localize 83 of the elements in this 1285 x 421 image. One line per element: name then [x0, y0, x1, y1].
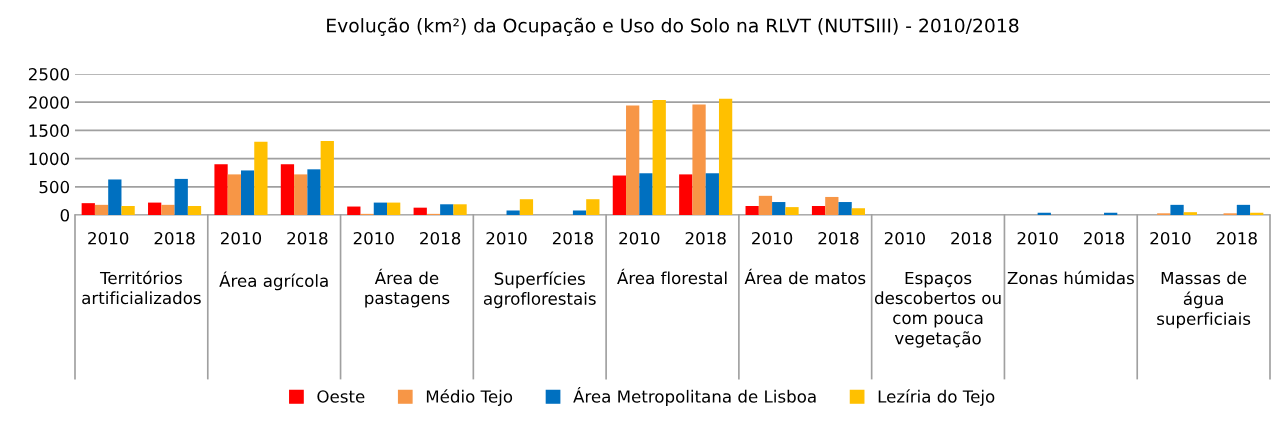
legend-label: Médio Tejo [426, 389, 513, 406]
text: Área agrícola [219, 271, 328, 291]
bar [227, 174, 241, 215]
bar [785, 207, 799, 215]
bar [718, 98, 733, 215]
x-tick-label: 2018 [1216, 231, 1257, 245]
bar [692, 104, 706, 215]
text: Territórios artificializados [82, 270, 201, 305]
text: Massas de água superficiais [1157, 271, 1251, 329]
x-tick-label: 2018 [818, 231, 859, 245]
text: Área de matos [744, 268, 866, 285]
bar [81, 203, 95, 215]
text: Superfícies agroflorestais [483, 271, 596, 309]
bar [1170, 204, 1184, 215]
x-tick-label: 2010 [1150, 231, 1191, 245]
text: Área de pastagens [365, 268, 450, 308]
bar [387, 202, 401, 215]
y-tick-label: 1500 [29, 124, 70, 137]
x-tick-label: 2010 [884, 231, 925, 245]
x-tick-label: 2010 [353, 231, 394, 245]
y-tick-label: 500 [39, 180, 70, 194]
y-tick-label: 0 [60, 208, 70, 222]
legend-label: Lezíria do Tejo [878, 389, 995, 406]
chart-title: Evolução (km²) da Ocupação e Uso do Solo na RLVT (NUTSIII) - 2010/2018 [327, 17, 1019, 37]
bar [811, 205, 826, 215]
x-tick-label: 2010 [619, 231, 660, 245]
x-tick-label: 2018 [287, 231, 328, 245]
x-tick-label: 2018 [1084, 231, 1125, 245]
bar [413, 207, 427, 215]
bar [586, 199, 600, 215]
bar [758, 195, 773, 215]
bar [506, 210, 520, 215]
x-tick-label: 2018 [685, 231, 726, 245]
text: Espaços descobertos ou com pouca vegetação [874, 271, 1001, 348]
x-tick-label: 2010 [220, 231, 262, 245]
x-tick-label: 2010 [88, 231, 129, 245]
x-tick-label: 2018 [552, 231, 593, 245]
text: Área florestal [617, 268, 727, 285]
bar [519, 199, 534, 215]
bar [307, 169, 321, 215]
y-tick-label: 2500 [28, 67, 70, 81]
text: Zonas húmidas [1007, 270, 1134, 285]
bar [453, 204, 467, 215]
bar [148, 202, 162, 215]
bar [745, 205, 759, 215]
x-tick-label: 2010 [486, 231, 527, 245]
x-tick-label: 2018 [951, 231, 992, 245]
bar [705, 173, 719, 215]
bar [626, 105, 640, 215]
bar [161, 204, 175, 215]
bar [652, 99, 666, 215]
bar [94, 204, 109, 215]
bar [121, 205, 135, 215]
bar [280, 164, 295, 215]
bar [254, 141, 268, 215]
bar [1236, 204, 1251, 215]
bar [174, 178, 188, 215]
bar [572, 210, 587, 215]
bar [639, 173, 653, 215]
bar [347, 206, 361, 215]
bar [214, 164, 228, 215]
bar [825, 196, 839, 215]
bar [294, 174, 308, 215]
bar [108, 179, 122, 215]
bar [187, 205, 202, 215]
bar [679, 174, 693, 215]
y-tick-label: 1000 [29, 152, 70, 166]
y-tick-label: 2000 [28, 96, 70, 109]
bar [240, 170, 255, 215]
bar [373, 202, 388, 215]
x-tick-label: 2018 [420, 231, 461, 245]
x-tick-label: 2010 [752, 231, 793, 245]
x-tick-label: 2018 [154, 231, 195, 245]
bar [838, 202, 852, 215]
legend-label: Oeste [317, 390, 365, 403]
bar [851, 208, 866, 215]
bar [320, 141, 334, 215]
legend-label: Área Metropolitana de Lisboa [573, 387, 816, 406]
bar [1183, 212, 1197, 215]
bar [440, 204, 454, 215]
bar [772, 202, 786, 215]
x-tick-label: 2010 [1017, 231, 1058, 245]
bar [612, 175, 627, 215]
